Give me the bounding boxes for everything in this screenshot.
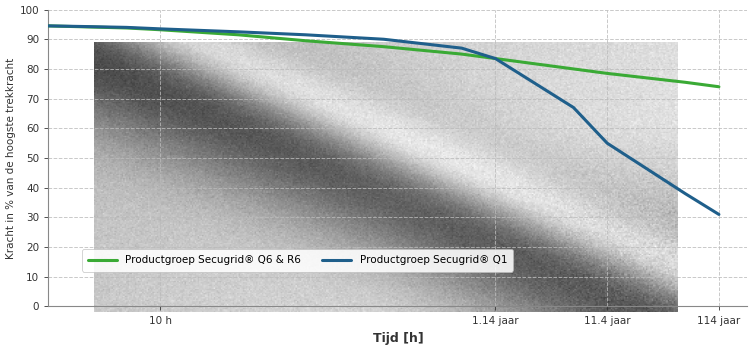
Productgroep Secugrid® Q1 (715, 212, 724, 217)
Productgroep Secugrid® Q6 & R6 (491, 57, 500, 61)
Y-axis label: Kracht in % van de hoogste trekkracht: Kracht in % van de hoogste trekkracht (5, 58, 16, 259)
Productgroep Secugrid® Q1 (156, 27, 165, 31)
Productgroep Secugrid® Q1 (681, 192, 690, 196)
X-axis label: Tijd [h]: Tijd [h] (373, 332, 423, 345)
Productgroep Secugrid® Q6 & R6 (233, 33, 242, 37)
Productgroep Secugrid® Q1 (122, 25, 131, 29)
Productgroep Secugrid® Q1 (44, 24, 53, 28)
Productgroep Secugrid® Q6 & R6 (44, 24, 53, 28)
Productgroep Secugrid® Q1 (457, 46, 466, 50)
Productgroep Secugrid® Q6 & R6 (457, 52, 466, 56)
Legend: Productgroep Secugrid® Q6 & R6, Productgroep Secugrid® Q1: Productgroep Secugrid® Q6 & R6, Productg… (81, 249, 514, 272)
Line: Productgroep Secugrid® Q6 & R6: Productgroep Secugrid® Q6 & R6 (48, 26, 719, 87)
Productgroep Secugrid® Q1 (602, 141, 611, 145)
Productgroep Secugrid® Q6 & R6 (301, 39, 310, 43)
Productgroep Secugrid® Q6 & R6 (715, 85, 724, 89)
Productgroep Secugrid® Q1 (233, 30, 242, 34)
Productgroep Secugrid® Q6 & R6 (156, 28, 165, 32)
Productgroep Secugrid® Q6 & R6 (379, 45, 388, 49)
Line: Productgroep Secugrid® Q1: Productgroep Secugrid® Q1 (48, 26, 719, 214)
Productgroep Secugrid® Q1 (78, 24, 87, 28)
Productgroep Secugrid® Q1 (301, 33, 310, 37)
Productgroep Secugrid® Q1 (379, 37, 388, 41)
Productgroep Secugrid® Q6 & R6 (602, 71, 611, 75)
Productgroep Secugrid® Q1 (569, 105, 578, 110)
Productgroep Secugrid® Q6 & R6 (78, 25, 87, 29)
Productgroep Secugrid® Q1 (491, 57, 500, 61)
Productgroep Secugrid® Q6 & R6 (681, 80, 690, 84)
Productgroep Secugrid® Q6 & R6 (122, 26, 131, 30)
Productgroep Secugrid® Q6 & R6 (569, 67, 578, 71)
